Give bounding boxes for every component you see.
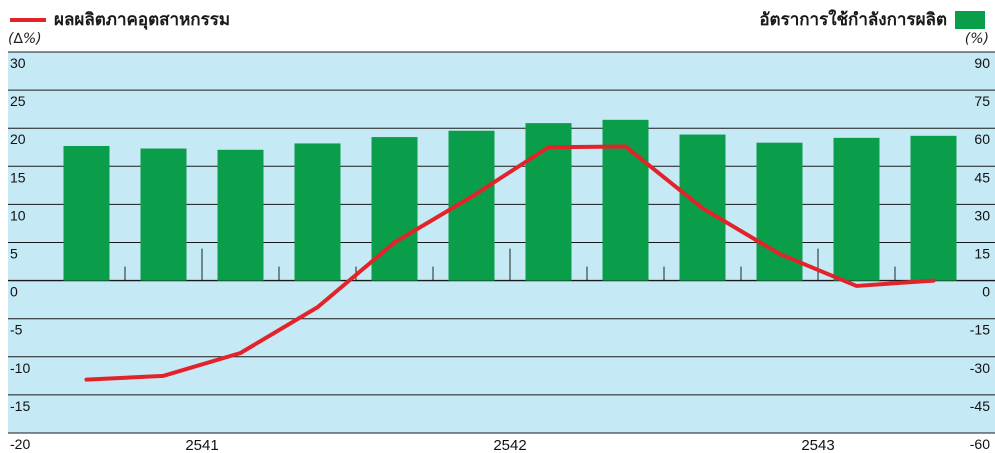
- axis-labels: 30 90 25 75 20 60 15 45 10 30 5 15 0 0 -5 -15 -10 -30 -15 -…: [10, 55, 990, 453]
- legend-line-label: ผลผลิตภาคอุตสาหกรรม: [54, 10, 231, 30]
- right-tick-label: -15: [970, 322, 990, 338]
- left-tick-label: 5: [10, 246, 18, 262]
- right-tick-label: 15: [974, 246, 990, 262]
- left-tick-label: 10: [10, 207, 26, 223]
- right-tick-label: 45: [974, 169, 990, 185]
- capacity-bar: [140, 148, 187, 281]
- capacity-bar: [294, 143, 341, 281]
- left-tick-label: -5: [10, 322, 23, 338]
- year-label: 2541: [185, 437, 218, 453]
- left-tick-label: 30: [10, 55, 26, 71]
- capacity-bar: [833, 137, 880, 281]
- capacity-bar: [217, 149, 264, 281]
- left-tick-label: -15: [10, 398, 30, 414]
- left-axis-unit: (∆%): [8, 31, 42, 47]
- output-line: [84, 144, 936, 382]
- capacity-bar: [910, 135, 957, 281]
- right-tick-label: -30: [970, 360, 990, 376]
- left-tick-label: 25: [10, 93, 26, 109]
- legend-line-swatch: [10, 17, 46, 22]
- right-tick-label: -60: [970, 436, 990, 452]
- right-tick-label: 60: [974, 131, 990, 147]
- legend-line-item: ผลผลิตภาคอุตสาหกรรม: [10, 6, 230, 33]
- legend-bar-item: อัตราการใช้กำลังการผลิต: [759, 6, 985, 33]
- capacity-bar: [371, 137, 418, 281]
- right-axis-unit: (%): [964, 31, 989, 47]
- capacity-bar: [63, 145, 110, 281]
- right-tick-label: 75: [974, 93, 990, 109]
- legend-bar-swatch: [955, 10, 985, 29]
- right-tick-label: -45: [970, 398, 990, 414]
- left-tick-label: 15: [10, 169, 26, 185]
- right-tick-label: 30: [974, 207, 990, 223]
- left-tick-label: -20: [10, 436, 30, 452]
- gridlines: [8, 51, 995, 434]
- right-tick-label: 0: [982, 284, 990, 300]
- capacity-bar: [756, 142, 803, 281]
- right-tick-label: 90: [974, 55, 990, 71]
- left-tick-label: 0: [10, 284, 18, 300]
- legend-bar-label: อัตราการใช้กำลังการผลิต: [759, 10, 947, 30]
- capacity-bar: [602, 119, 649, 281]
- output-line-layer: [84, 144, 936, 382]
- year-label: 2542: [493, 437, 526, 453]
- left-tick-label: 20: [10, 131, 26, 147]
- year-label: 2543: [801, 437, 834, 453]
- left-tick-label: -10: [10, 360, 30, 376]
- period-ticks: [124, 248, 896, 281]
